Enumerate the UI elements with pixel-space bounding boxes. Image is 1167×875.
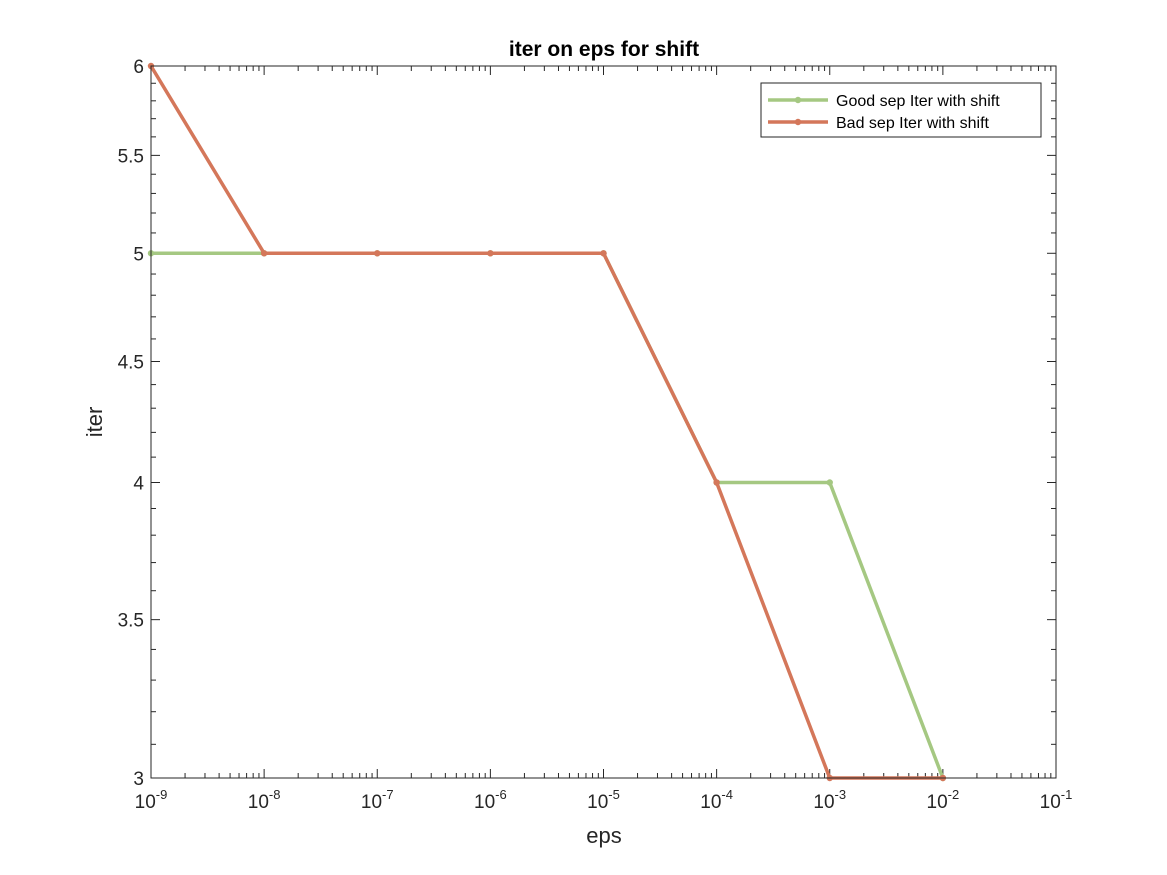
x-tick-base: 10 <box>927 792 948 813</box>
x-tick-label: 10-5 <box>587 787 620 813</box>
series-2-point <box>260 250 268 257</box>
minor-ticks <box>151 66 1056 778</box>
x-tick-exponent: -3 <box>835 787 847 802</box>
x-tick-label: 10-8 <box>248 787 281 813</box>
x-tick-exponent: -9 <box>156 787 168 802</box>
x-tick-exponent: -7 <box>382 787 394 802</box>
x-tick-base: 10 <box>1040 792 1061 813</box>
legend-marker-1 <box>794 96 802 104</box>
legend-label-1: Good sep Iter with shift <box>836 93 1000 110</box>
legend-label-2: Bad sep Iter with shift <box>836 115 990 132</box>
x-tick-base: 10 <box>587 792 608 813</box>
series-line-2 <box>149 65 943 780</box>
x-tick-label: 10-2 <box>927 787 960 813</box>
x-tick-exponent: -5 <box>608 787 620 802</box>
series-1-point <box>826 479 833 486</box>
chart-title: iter on eps for shift <box>509 38 699 61</box>
series-2-point <box>600 250 607 257</box>
series-2-point <box>374 250 381 257</box>
legend-box <box>760 82 1042 138</box>
y-tick-label: 4 <box>133 473 144 494</box>
x-tick-label: 10-1 <box>1040 787 1073 813</box>
legend-marker-2 <box>794 118 802 126</box>
x-tick-exponent: -6 <box>495 787 507 802</box>
series-2-point <box>487 250 494 257</box>
y-tick-label: 3.5 <box>118 611 144 632</box>
x-tick-exponent: -2 <box>948 787 960 802</box>
x-tick-label: 10-3 <box>813 787 846 813</box>
x-tick-base: 10 <box>813 792 834 813</box>
x-tick-label: 10-9 <box>135 787 168 813</box>
y-axis-label: iter <box>82 407 107 438</box>
plot-frame <box>150 65 1057 779</box>
legend: Good sep Iter with shift Bad sep Iter wit… <box>760 82 1042 138</box>
y-tick-label: 6 <box>133 57 144 78</box>
y-tick-label: 4.5 <box>118 353 144 374</box>
x-tick-exponent: -4 <box>721 787 733 802</box>
y-tick-label: 3 <box>133 769 144 790</box>
x-tick-base: 10 <box>700 792 721 813</box>
y-tick-label: 5 <box>133 244 144 265</box>
series-2-point <box>713 479 720 486</box>
x-tick-label: 10-6 <box>474 787 507 813</box>
x-tick-base: 10 <box>248 792 269 813</box>
series-lines <box>147 62 947 782</box>
x-axis-label: eps <box>586 823 621 848</box>
x-tick-base: 10 <box>135 792 156 813</box>
x-tick-exponent: -1 <box>1061 787 1073 802</box>
x-tick-base: 10 <box>361 792 382 813</box>
y-tick-labels: 3 3.5 4 4.5 5 5.5 6 <box>118 57 145 790</box>
x-tick-exponent: -8 <box>269 787 281 802</box>
x-tick-base: 10 <box>474 792 495 813</box>
plot-area <box>151 66 1056 778</box>
y-tick-label: 5.5 <box>118 146 144 167</box>
x-tick-label: 10-4 <box>700 787 733 813</box>
x-tick-label: 10-7 <box>361 787 394 813</box>
x-tick-labels: 10-9 10-8 10-7 10-6 10-5 10-4 10-3 10-2 10-1 <box>135 787 1073 813</box>
